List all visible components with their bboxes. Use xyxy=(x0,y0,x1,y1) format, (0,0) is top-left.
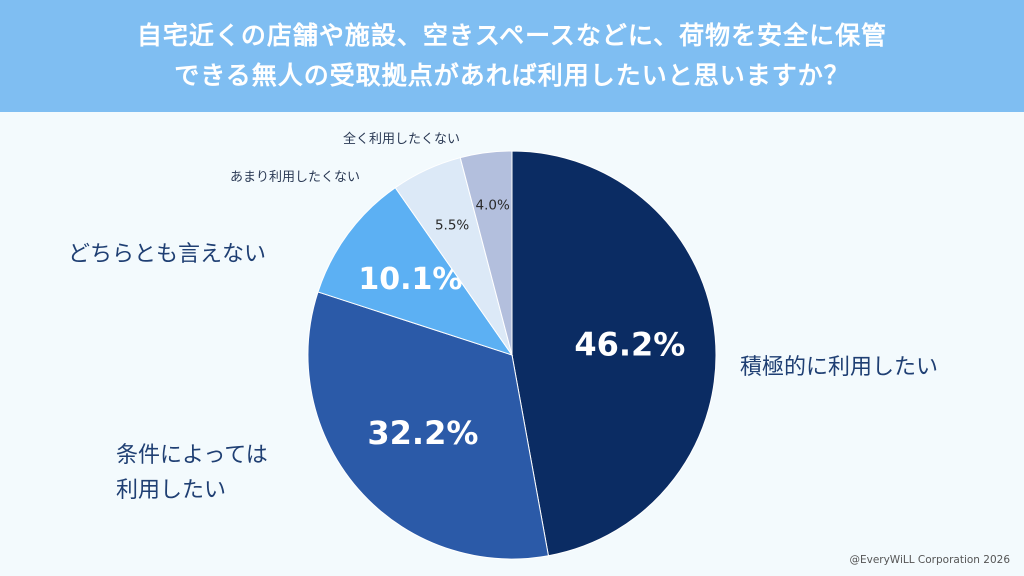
pie-slice-active xyxy=(511,150,717,557)
pie-slice-neutral xyxy=(317,186,514,356)
chart-title-banner: 自宅近くの店舗や施設、空きスペースなどに、荷物を安全に保管 できる無人の受取拠点… xyxy=(0,0,1024,112)
slice-value-label-not-at-all: 4.0% xyxy=(476,197,510,213)
pie-slice-conditional xyxy=(307,291,550,560)
chart-title-line-1: 自宅近くの店舗や施設、空きスペースなどに、荷物を安全に保管 xyxy=(136,21,888,50)
slice-value-label-neutral: 10.1% xyxy=(358,262,462,297)
pie-slice-not-at-all xyxy=(459,150,513,356)
category-label-not-much: あまり利用したくない xyxy=(230,170,361,185)
category-label-conditional-line2: 利用したい xyxy=(116,478,227,503)
chart-title-line-2: できる無人の受取拠点があれば利用したいと思いますか？ xyxy=(174,61,850,90)
category-label-neutral: どちらとも言えない xyxy=(68,242,267,267)
slice-value-label-conditional: 32.2% xyxy=(367,414,478,452)
slice-value-label-active: 46.2% xyxy=(574,325,685,363)
slice-value-label-not-much: 5.5% xyxy=(435,217,469,233)
category-label-active: 積極的に利用したい xyxy=(740,355,939,380)
category-label-not-at-all: 全く利用したくない xyxy=(343,132,461,147)
copyright-text: @EveryWiLL Corporation 2026 xyxy=(849,554,1010,566)
category-label-conditional-line1: 条件によっては xyxy=(116,443,268,468)
